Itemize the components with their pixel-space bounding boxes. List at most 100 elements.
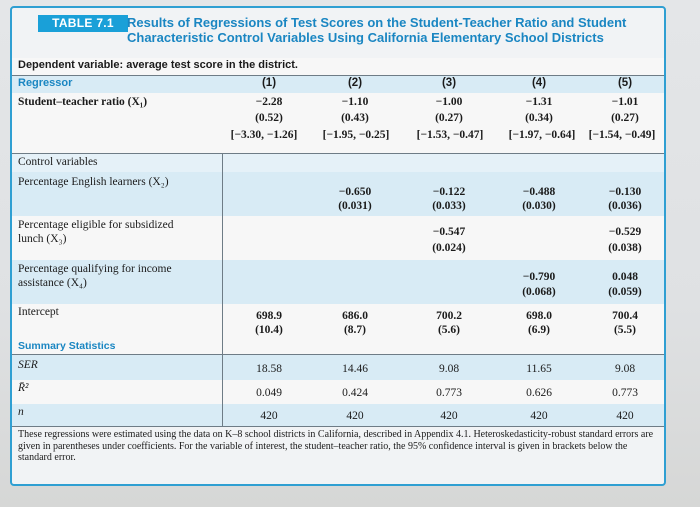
table-title: Results of Regressions of Test Scores on… <box>127 15 647 45</box>
income-se-5: (0.059) <box>608 286 642 298</box>
income-label-line1: Percentage qualifying for income <box>18 263 172 275</box>
column-divider <box>222 355 223 426</box>
r2-value-4: 0.626 <box>526 387 552 399</box>
el-coef-4: −0.488 <box>522 186 556 198</box>
subsidized-lunch-row: Percentage eligible for subsidized lunch… <box>12 216 664 260</box>
st-se-2: (0.43) <box>341 112 369 124</box>
table-title-line1: Results of Regressions of Test Scores on… <box>127 15 627 30</box>
r2-value-2: 0.424 <box>342 387 368 399</box>
st-coef-2: −1.10 <box>341 96 369 108</box>
divider <box>12 354 664 355</box>
column-header-row: Regressor (1) (2) (3) (4) (5) <box>12 76 664 93</box>
n-value-1: 420 <box>260 410 278 422</box>
ser-value-2: 14.46 <box>342 363 368 375</box>
int-coef-3: 700.2 <box>436 310 462 322</box>
int-se-4: (6.9) <box>527 324 551 336</box>
student-teacher-row: Student–teacher ratio (X₁) −2.28 −1.10 −… <box>12 93 664 153</box>
int-coef-5: 700.4 <box>612 310 638 322</box>
divider <box>12 153 664 154</box>
st-ci-1: [−3.30, −1.26] <box>230 129 298 141</box>
int-coef-1: 698.9 <box>256 310 282 322</box>
control-variables-row: Control variables <box>12 154 664 172</box>
r2-value-3: 0.773 <box>436 387 462 399</box>
dependent-variable-label: Dependent variable: average test score i… <box>18 59 298 71</box>
intercept-label: Intercept <box>18 306 59 318</box>
lunch-label-line2: lunch (X₃) <box>18 233 67 245</box>
table-footnote: These regressions were estimated using t… <box>18 429 654 463</box>
regressor-header: Regressor <box>18 77 73 89</box>
n-value-5: 420 <box>616 410 634 422</box>
r2-value-1: 0.049 <box>256 387 282 399</box>
income-label-line2: assistance (X₄) <box>18 277 87 289</box>
ser-value-3: 9.08 <box>438 363 460 375</box>
int-se-1: (10.4) <box>255 324 283 336</box>
n-row: n 420 420 420 420 420 <box>12 404 664 426</box>
income-se-4: (0.068) <box>522 286 556 298</box>
n-value-2: 420 <box>346 410 364 422</box>
el-coef-2: −0.650 <box>338 186 372 198</box>
divider <box>12 75 664 76</box>
st-ci-4: [−1.97, −0.64] <box>508 129 576 141</box>
el-se-3: (0.033) <box>432 200 466 212</box>
ser-value-1: 18.58 <box>256 363 282 375</box>
st-se-3: (0.27) <box>435 112 463 124</box>
lunch-se-5: (0.038) <box>608 242 642 254</box>
r-squared-row: R̄² 0.049 0.424 0.773 0.626 0.773 <box>12 380 664 404</box>
ser-label: SER <box>18 359 38 371</box>
int-se-5: (5.5) <box>613 324 637 336</box>
column-header-2: (2) <box>347 77 363 89</box>
table-title-line2: Characteristic Control Variables Using C… <box>127 30 604 45</box>
n-label: n <box>18 406 24 418</box>
lunch-label-line1: Percentage eligible for subsidized <box>18 219 174 231</box>
int-se-2: (8.7) <box>343 324 367 336</box>
ser-value-4: 11.65 <box>526 363 552 375</box>
st-se-5: (0.27) <box>611 112 639 124</box>
st-ci-5: [−1.54, −0.49] <box>588 129 656 141</box>
int-coef-2: 686.0 <box>342 310 368 322</box>
st-ci-2: [−1.95, −0.25] <box>322 129 390 141</box>
lunch-coef-3: −0.547 <box>432 226 466 238</box>
intercept-row: Intercept 698.9 686.0 700.2 698.0 700.4 … <box>12 304 664 340</box>
st-coef-3: −1.00 <box>435 96 463 108</box>
column-header-3: (3) <box>441 77 457 89</box>
el-coef-3: −0.122 <box>432 186 466 198</box>
int-se-3: (5.6) <box>437 324 461 336</box>
summary-statistics-label: Summary Statistics <box>18 340 116 352</box>
column-header-5: (5) <box>617 77 633 89</box>
ser-value-5: 9.08 <box>614 363 636 375</box>
table-header: TABLE 7.1 Results of Regressions of Test… <box>12 8 664 58</box>
column-header-4: (4) <box>531 77 547 89</box>
ser-row: SER 18.58 14.46 9.08 11.65 9.08 <box>12 355 664 380</box>
control-variables-label: Control variables <box>18 156 98 168</box>
n-value-3: 420 <box>440 410 458 422</box>
column-header-1: (1) <box>261 77 277 89</box>
st-ci-3: [−1.53, −0.47] <box>416 129 484 141</box>
st-coef-5: −1.01 <box>611 96 639 108</box>
lunch-se-3: (0.024) <box>432 242 466 254</box>
table-number-badge: TABLE 7.1 <box>38 15 128 32</box>
st-coef-4: −1.31 <box>525 96 553 108</box>
n-value-4: 420 <box>530 410 548 422</box>
table-card: TABLE 7.1 Results of Regressions of Test… <box>10 6 666 486</box>
int-coef-4: 698.0 <box>526 310 552 322</box>
income-coef-5: 0.048 <box>612 271 638 283</box>
english-learners-row: Percentage English learners (X₂) −0.650 … <box>12 172 664 216</box>
st-coef-1: −2.28 <box>255 96 283 108</box>
summary-statistics-row: Summary Statistics <box>12 340 664 354</box>
column-divider <box>222 154 223 354</box>
el-se-2: (0.031) <box>338 200 372 212</box>
st-se-4: (0.34) <box>525 112 553 124</box>
student-teacher-label: Student–teacher ratio (X₁) <box>18 96 148 108</box>
dependent-variable-row: Dependent variable: average test score i… <box>12 58 664 75</box>
income-assistance-row: Percentage qualifying for income assista… <box>12 260 664 304</box>
divider <box>12 426 664 427</box>
r2-value-5: 0.773 <box>612 387 638 399</box>
el-se-5: (0.036) <box>608 200 642 212</box>
el-se-4: (0.030) <box>522 200 556 212</box>
english-learners-label: Percentage English learners (X₂) <box>18 176 169 188</box>
lunch-coef-5: −0.529 <box>608 226 642 238</box>
st-se-1: (0.52) <box>255 112 283 124</box>
income-coef-4: −0.790 <box>522 271 556 283</box>
el-coef-5: −0.130 <box>608 186 642 198</box>
